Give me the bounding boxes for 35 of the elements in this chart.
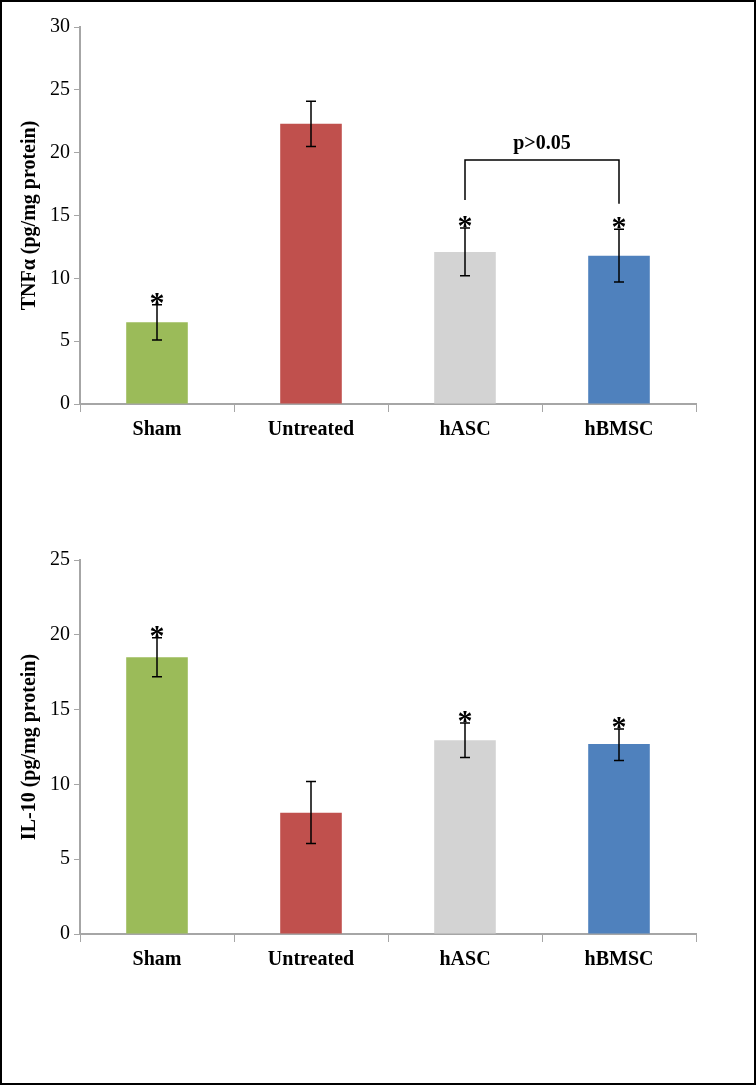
bar: [434, 251, 496, 404]
bar: [126, 657, 188, 934]
y-tick-label: 10: [50, 771, 70, 794]
bar: [434, 740, 496, 934]
x-tick-label: hASC: [439, 417, 491, 440]
x-tick-label: hBMSC: [584, 947, 654, 970]
y-tick-label: 5: [60, 328, 70, 351]
y-tick-label: 30: [50, 14, 70, 37]
y-tick-label: 20: [50, 622, 70, 645]
x-tick-label: hASC: [439, 947, 491, 970]
bar: [588, 255, 650, 404]
annotation: p>0.05: [513, 131, 571, 155]
annotation: *: [149, 284, 165, 318]
bar: [280, 812, 342, 934]
bar: [588, 744, 650, 934]
annotation: *: [149, 617, 165, 651]
y-tick-label: 15: [50, 696, 70, 719]
y-tick-label: 5: [60, 846, 70, 869]
y-axis-title: TNFα (pg/mg protein): [17, 120, 41, 311]
x-tick-label: Untreated: [267, 947, 355, 970]
y-tick-label: 15: [50, 202, 70, 225]
y-tick-label: 20: [50, 139, 70, 162]
x-tick-label: Sham: [132, 947, 182, 970]
y-axis-title: IL-10 (pg/mg protein): [17, 653, 41, 841]
y-tick-label: 0: [60, 391, 70, 414]
y-tick-label: 25: [50, 77, 70, 100]
bar: [280, 123, 342, 404]
x-tick-label: Sham: [132, 417, 182, 440]
y-tick-label: 10: [50, 265, 70, 288]
x-tick-label: Untreated: [267, 417, 355, 440]
y-tick-label: 0: [60, 921, 70, 944]
x-tick-label: hBMSC: [584, 417, 654, 440]
y-tick-label: 25: [50, 547, 70, 570]
annotation: *: [611, 209, 627, 243]
bar: [126, 322, 188, 404]
